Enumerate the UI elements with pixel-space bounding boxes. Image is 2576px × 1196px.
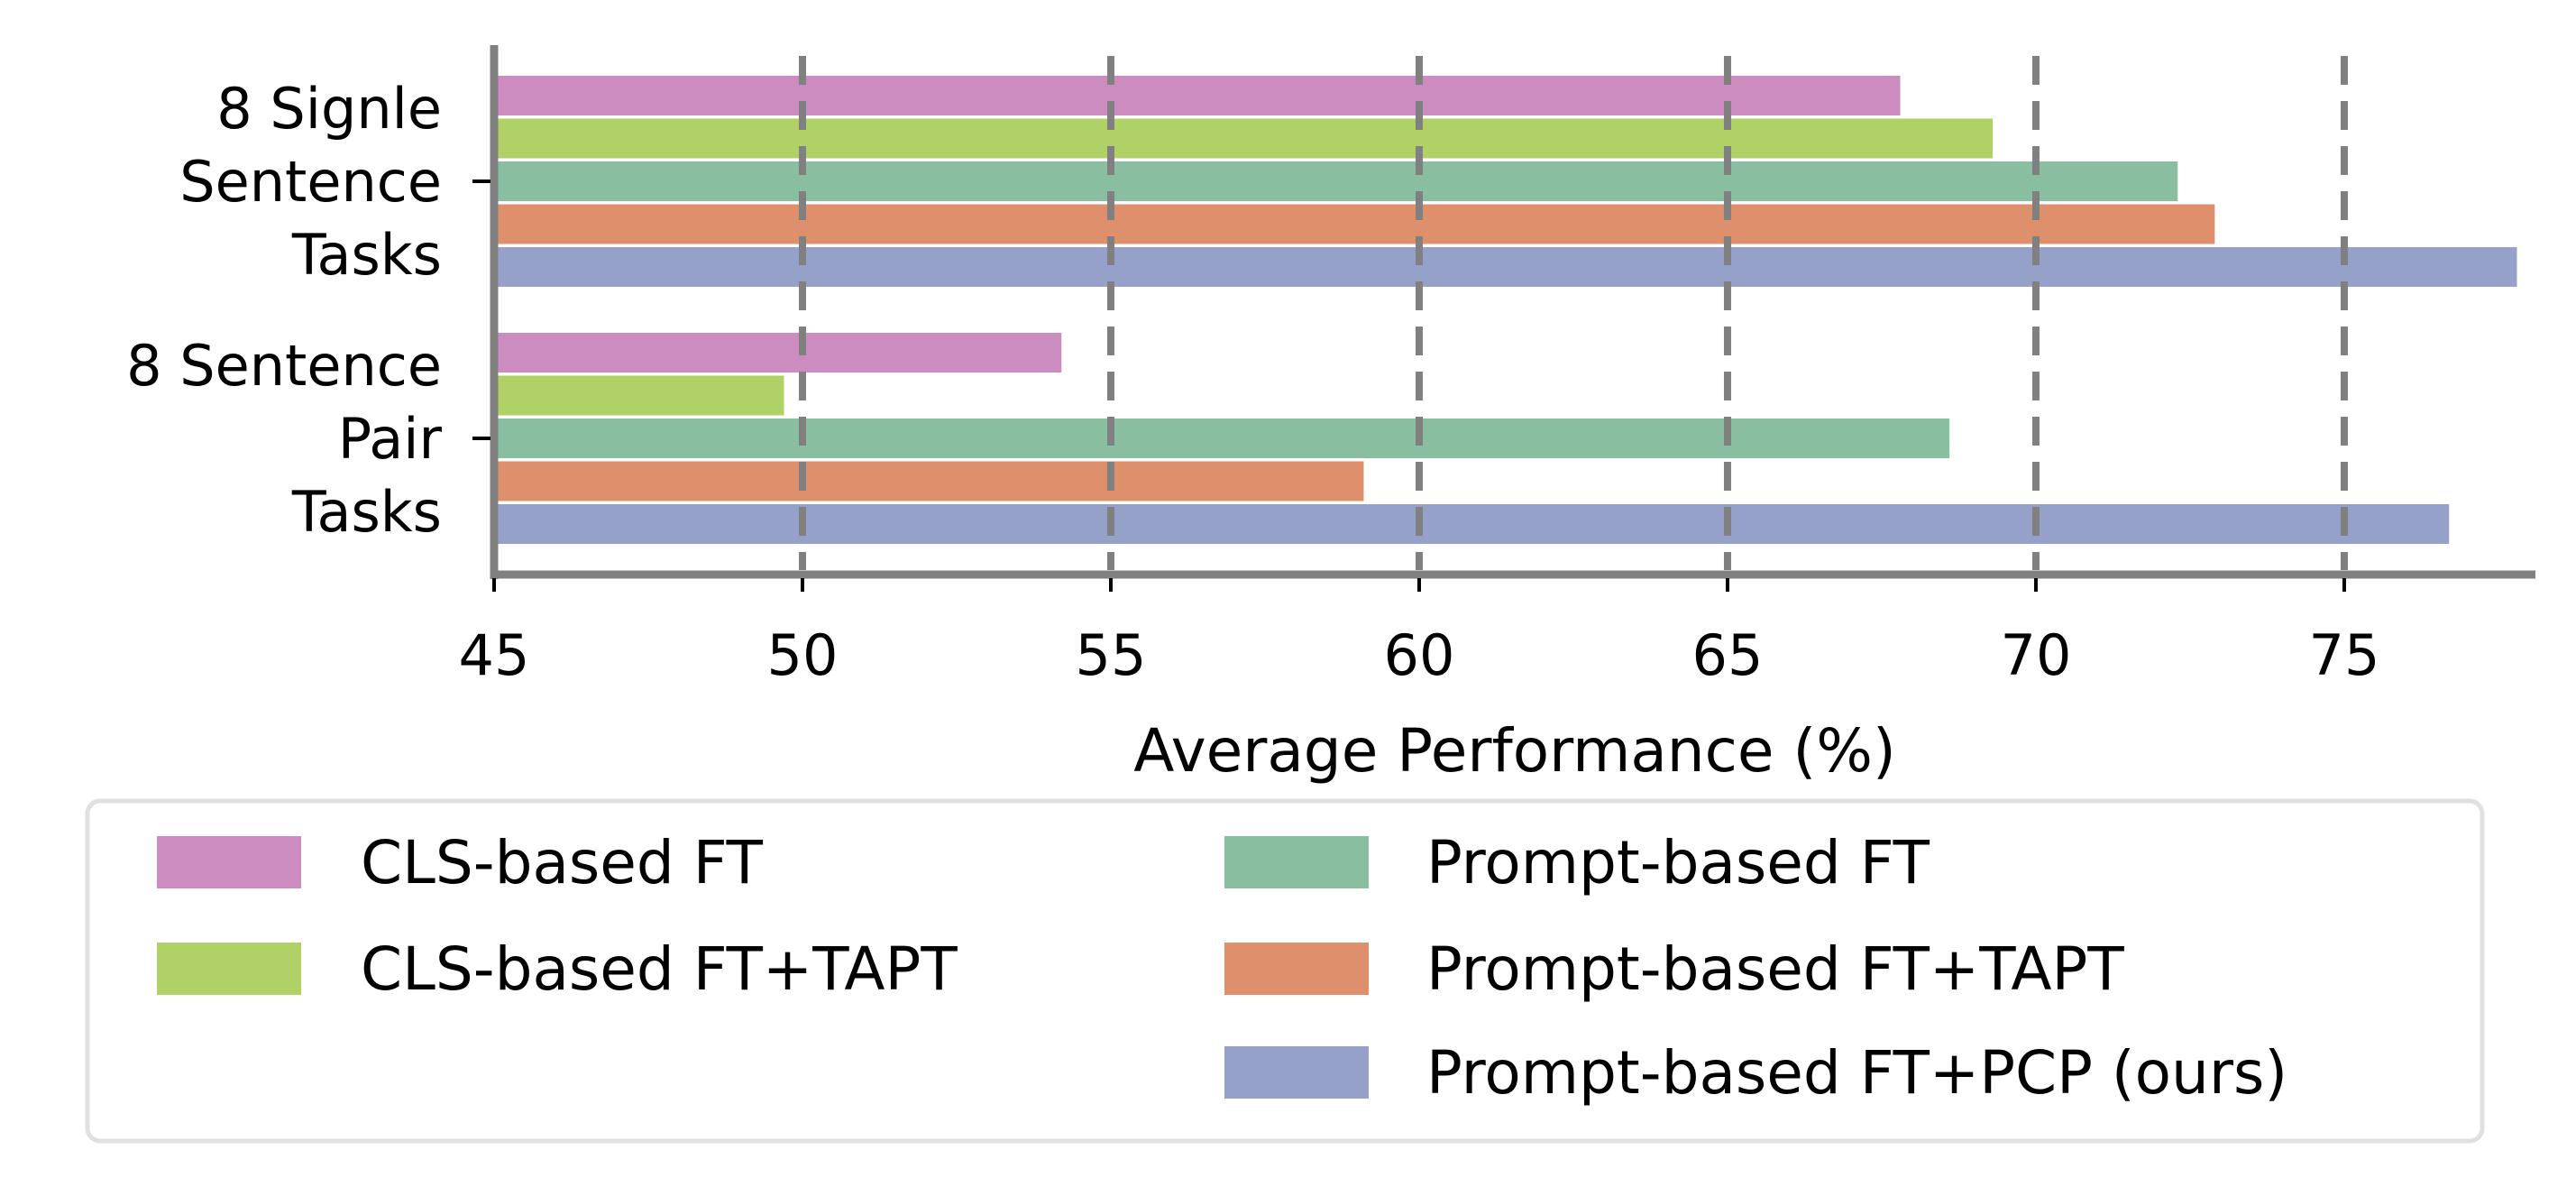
x-tick-label: 75 xyxy=(2309,622,2380,688)
axes-layer xyxy=(490,45,2535,579)
bar xyxy=(494,504,2450,544)
category-label: 8 Signle xyxy=(216,76,442,142)
legend-label: CLS-based FT xyxy=(361,828,764,897)
x-tick-label: 70 xyxy=(2001,622,2072,688)
x-tick-label: 50 xyxy=(767,622,839,688)
legend-items: CLS-based FT CLS-based FT+TAPT Prompt-base… xyxy=(157,828,2287,1108)
legend-swatch xyxy=(1224,943,1369,995)
bars-layer xyxy=(494,76,2517,544)
legend-swatch xyxy=(157,943,301,995)
bar xyxy=(494,375,784,416)
bar xyxy=(494,204,2215,244)
legend-swatch xyxy=(1224,836,1369,888)
bar xyxy=(494,247,2517,287)
legend-swatch xyxy=(157,836,301,888)
x-tick-label: 55 xyxy=(1076,622,1147,688)
bar xyxy=(494,333,1062,373)
legend-label: CLS-based FT+TAPT xyxy=(361,934,958,1004)
bar xyxy=(494,461,1364,501)
gridlines-layer xyxy=(798,56,2348,570)
x-tick-label: 45 xyxy=(459,622,530,688)
x-tick-label: 65 xyxy=(1692,622,1764,688)
category-label: Pair xyxy=(338,406,443,472)
legend-swatch xyxy=(1224,1046,1369,1099)
x-axis-title: Average Performance (%) xyxy=(1133,716,1895,786)
bar xyxy=(494,118,1994,159)
category-label: 8 Sentence xyxy=(126,333,442,399)
x-tick-label: 60 xyxy=(1384,622,1455,688)
category-labels-layer: 8 Signle Sentence Tasks 8 Sentence Pair Tasks xyxy=(126,76,490,545)
category-label: Sentence xyxy=(179,149,442,215)
x-ticks-layer: 45 50 55 60 65 70 75 xyxy=(459,578,2380,688)
legend-label: Prompt-based FT xyxy=(1426,828,1930,897)
legend: CLS-based FT CLS-based FT+TAPT Prompt-base… xyxy=(85,798,2485,1144)
legend-label: Prompt-based FT+TAPT xyxy=(1426,934,2124,1004)
legend-label: Prompt-based FT+PCP (ours) xyxy=(1426,1038,2287,1108)
bar xyxy=(494,161,2178,201)
bar xyxy=(494,76,1901,115)
category-label: Tasks xyxy=(291,222,442,288)
bar xyxy=(494,419,1950,458)
category-label: Tasks xyxy=(291,479,442,545)
